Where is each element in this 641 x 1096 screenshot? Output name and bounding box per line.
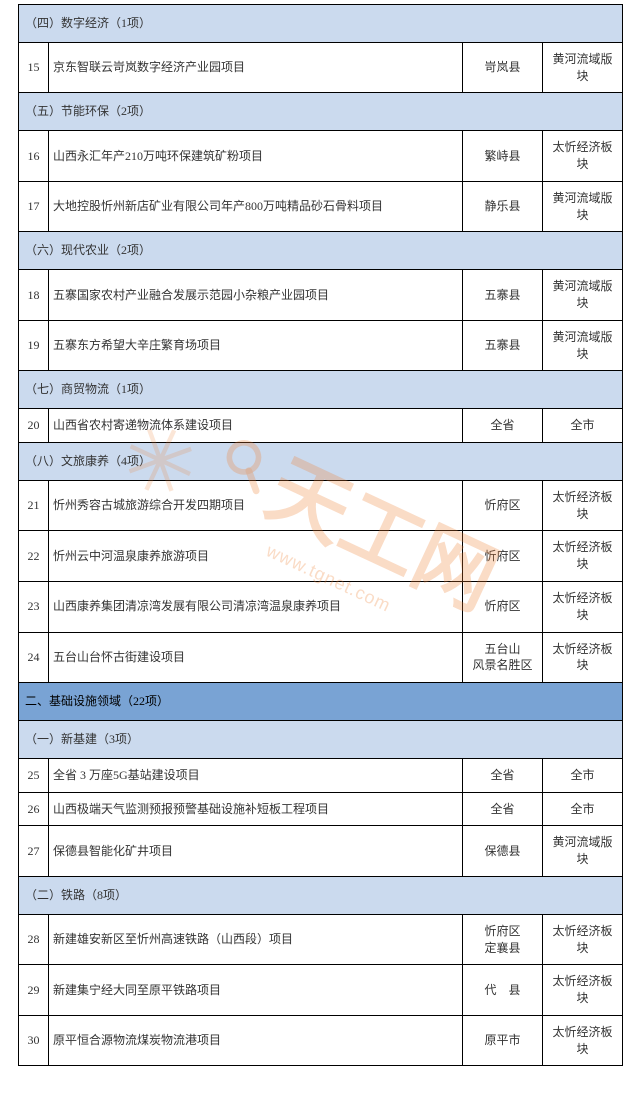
row-number: 15	[19, 42, 49, 93]
location: 原平市	[462, 1015, 542, 1066]
economic-block: 黄河流域版块	[542, 270, 622, 321]
row-number: 25	[19, 758, 49, 792]
economic-block: 黄河流域版块	[542, 826, 622, 877]
row-number: 18	[19, 270, 49, 321]
section-sub-header: （一）新基建（3项）	[19, 720, 623, 758]
row-number: 27	[19, 826, 49, 877]
table-row: 24五台山台怀古街建设项目五台山 风景名胜区太忻经济板块	[19, 632, 623, 683]
projects-table: （四）数字经济（1项）15京东智联云岢岚数字经济产业园项目岢岚县黄河流域版块（五…	[18, 4, 623, 1066]
economic-block: 太忻经济板块	[542, 965, 622, 1016]
project-name: 新建集宁经大同至原平铁路项目	[49, 965, 463, 1016]
row-number: 22	[19, 531, 49, 582]
project-name: 五寨东方希望大辛庄繁育场项目	[49, 320, 463, 371]
economic-block: 太忻经济板块	[542, 131, 622, 182]
economic-block: 太忻经济板块	[542, 914, 622, 965]
economic-block: 太忻经济板块	[542, 581, 622, 632]
location: 五寨县	[462, 270, 542, 321]
project-name: 新建雄安新区至忻州高速铁路（山西段）项目	[49, 914, 463, 965]
section-main-header: 二、基础设施领域（22项）	[19, 683, 623, 721]
location: 静乐县	[462, 181, 542, 232]
location: 忻府区 定襄县	[462, 914, 542, 965]
row-number: 23	[19, 581, 49, 632]
row-number: 16	[19, 131, 49, 182]
location: 代 县	[462, 965, 542, 1016]
economic-block: 太忻经济板块	[542, 531, 622, 582]
economic-block: 全市	[542, 758, 622, 792]
row-number: 24	[19, 632, 49, 683]
project-name: 忻州秀容古城旅游综合开发四期项目	[49, 480, 463, 531]
location: 忻府区	[462, 480, 542, 531]
project-name: 山西康养集团清凉湾发展有限公司清凉湾温泉康养项目	[49, 581, 463, 632]
project-name: 原平恒合源物流煤炭物流港项目	[49, 1015, 463, 1066]
project-name: 山西省农村寄递物流体系建设项目	[49, 409, 463, 443]
table-row: 20山西省农村寄递物流体系建设项目全省全市	[19, 409, 623, 443]
economic-block: 黄河流域版块	[542, 42, 622, 93]
location: 繁峙县	[462, 131, 542, 182]
table-row: 28新建雄安新区至忻州高速铁路（山西段）项目忻府区 定襄县太忻经济板块	[19, 914, 623, 965]
economic-block: 黄河流域版块	[542, 181, 622, 232]
location: 保德县	[462, 826, 542, 877]
row-number: 19	[19, 320, 49, 371]
project-name: 五台山台怀古街建设项目	[49, 632, 463, 683]
row-number: 28	[19, 914, 49, 965]
table-row: 21忻州秀容古城旅游综合开发四期项目忻府区太忻经济板块	[19, 480, 623, 531]
location: 忻府区	[462, 581, 542, 632]
project-name: 全省 3 万座5G基站建设项目	[49, 758, 463, 792]
section-sub-header: （四）数字经济（1项）	[19, 5, 623, 43]
location: 全省	[462, 792, 542, 826]
economic-block: 太忻经济板块	[542, 632, 622, 683]
section-sub-header: （七）商贸物流（1项）	[19, 371, 623, 409]
economic-block: 黄河流域版块	[542, 320, 622, 371]
economic-block: 太忻经济板块	[542, 480, 622, 531]
section-sub-header: （八）文旅康养（4项）	[19, 442, 623, 480]
section-sub-header: （五）节能环保（2项）	[19, 93, 623, 131]
row-number: 21	[19, 480, 49, 531]
table-row: 25全省 3 万座5G基站建设项目全省全市	[19, 758, 623, 792]
table-row: 23山西康养集团清凉湾发展有限公司清凉湾温泉康养项目忻府区太忻经济板块	[19, 581, 623, 632]
table-row: 15京东智联云岢岚数字经济产业园项目岢岚县黄河流域版块	[19, 42, 623, 93]
section-sub-header: （六）现代农业（2项）	[19, 232, 623, 270]
row-number: 20	[19, 409, 49, 443]
economic-block: 太忻经济板块	[542, 1015, 622, 1066]
table-row: 29新建集宁经大同至原平铁路项目代 县太忻经济板块	[19, 965, 623, 1016]
location: 全省	[462, 409, 542, 443]
economic-block: 全市	[542, 792, 622, 826]
project-name: 山西永汇年产210万吨环保建筑矿粉项目	[49, 131, 463, 182]
row-number: 26	[19, 792, 49, 826]
location: 全省	[462, 758, 542, 792]
table-row: 22忻州云中河温泉康养旅游项目忻府区太忻经济板块	[19, 531, 623, 582]
location: 五台山 风景名胜区	[462, 632, 542, 683]
section-sub-header: （二）铁路（8项）	[19, 876, 623, 914]
project-name: 保德县智能化矿井项目	[49, 826, 463, 877]
page-container: ✳ 天工网 www.tgnet.com （四）数字经济（1项）15京东智联云岢岚…	[0, 0, 641, 1096]
table-row: 26山西极端天气监测预报预警基础设施补短板工程项目全省全市	[19, 792, 623, 826]
table-row: 17大地控股忻州新店矿业有限公司年产800万吨精品砂石骨料项目静乐县黄河流域版块	[19, 181, 623, 232]
location: 忻府区	[462, 531, 542, 582]
table-row: 16山西永汇年产210万吨环保建筑矿粉项目繁峙县太忻经济板块	[19, 131, 623, 182]
row-number: 29	[19, 965, 49, 1016]
row-number: 30	[19, 1015, 49, 1066]
table-row: 18五寨国家农村产业融合发展示范园小杂粮产业园项目五寨县黄河流域版块	[19, 270, 623, 321]
project-name: 忻州云中河温泉康养旅游项目	[49, 531, 463, 582]
project-name: 山西极端天气监测预报预警基础设施补短板工程项目	[49, 792, 463, 826]
row-number: 17	[19, 181, 49, 232]
economic-block: 全市	[542, 409, 622, 443]
table-row: 30原平恒合源物流煤炭物流港项目原平市太忻经济板块	[19, 1015, 623, 1066]
project-name: 京东智联云岢岚数字经济产业园项目	[49, 42, 463, 93]
table-row: 19五寨东方希望大辛庄繁育场项目五寨县黄河流域版块	[19, 320, 623, 371]
table-row: 27保德县智能化矿井项目保德县黄河流域版块	[19, 826, 623, 877]
project-name: 大地控股忻州新店矿业有限公司年产800万吨精品砂石骨料项目	[49, 181, 463, 232]
location: 岢岚县	[462, 42, 542, 93]
location: 五寨县	[462, 320, 542, 371]
project-name: 五寨国家农村产业融合发展示范园小杂粮产业园项目	[49, 270, 463, 321]
